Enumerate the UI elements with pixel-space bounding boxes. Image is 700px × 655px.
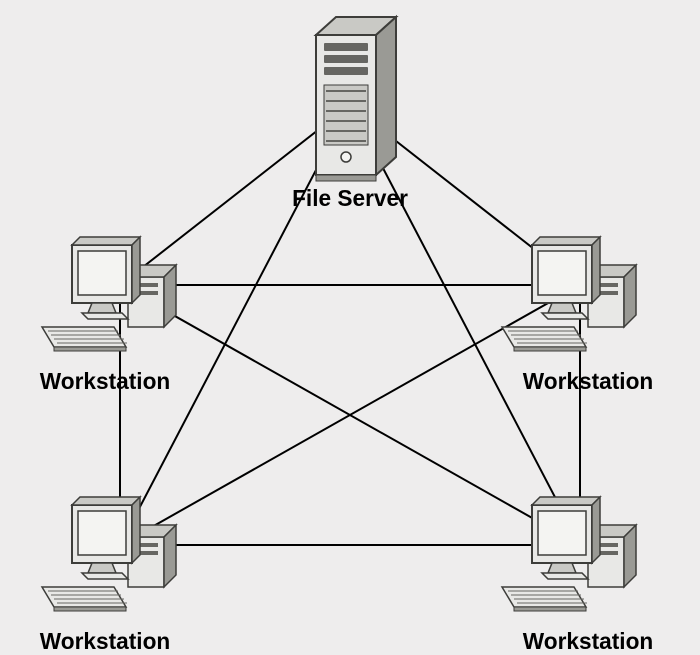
workstation-label: Workstation [523,628,654,655]
workstation-label: Workstation [40,368,171,395]
workstation-icon [502,497,636,611]
workstation-icon [42,237,176,351]
workstation-icon [502,237,636,351]
network-diagram: File Server Workstation Workstation Worksta… [0,0,700,655]
server-icon [316,17,396,181]
network-svg [0,0,700,655]
nodes-group [42,17,636,611]
workstation-icon [42,497,176,611]
workstation-label: Workstation [523,368,654,395]
workstation-label: Workstation [40,628,171,655]
server-label: File Server [292,185,408,212]
